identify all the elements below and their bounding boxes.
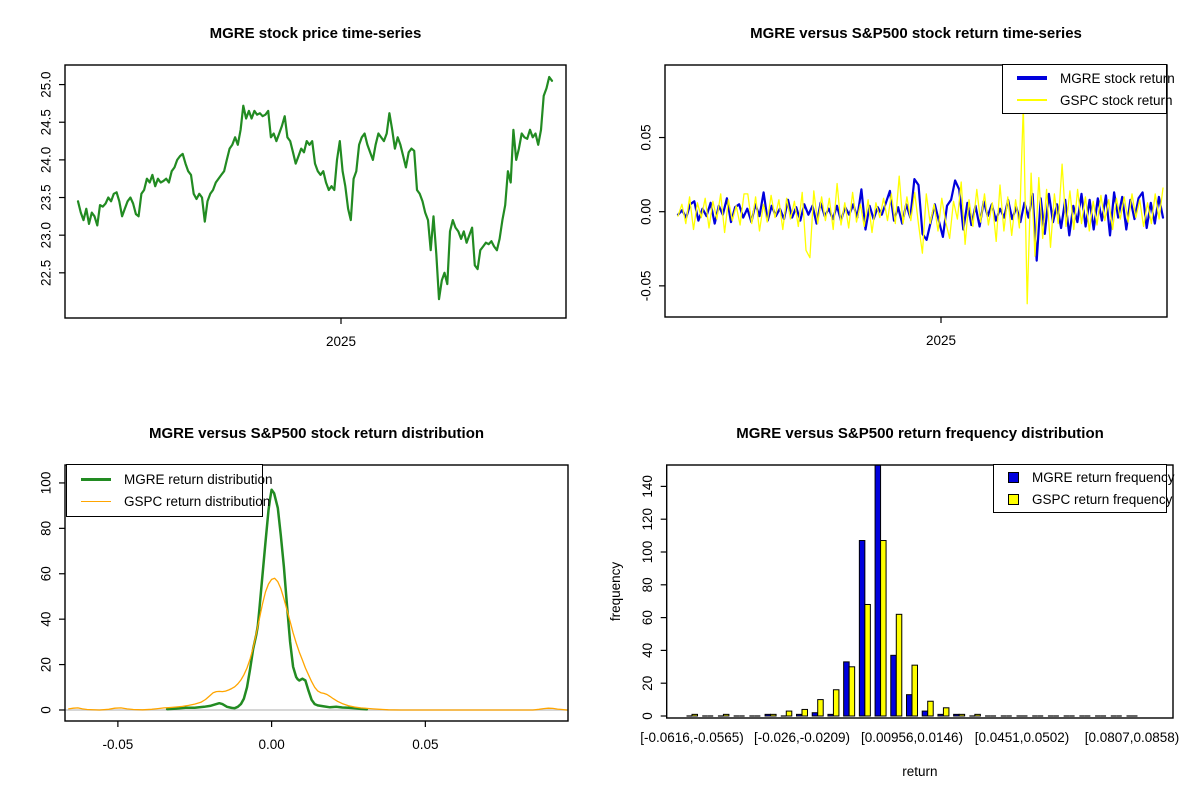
return-frequency-plot: [-0.0616,-0.0565) [-0.026,-0.0209) [0.0095…	[608, 464, 1180, 779]
svg-text:100: 100	[640, 541, 655, 564]
svg-text:80: 80	[640, 577, 655, 592]
returns-legend: MGRE stock return GSPC stock return	[1002, 64, 1175, 114]
svg-text:40: 40	[39, 612, 54, 627]
svg-text:60: 60	[39, 566, 54, 581]
density-chart-title: MGRE versus S&P500 stock return distribu…	[148, 425, 485, 442]
histogram-legend: MGRE return frequency GSPC return freque…	[993, 464, 1175, 513]
svg-text:22.5: 22.5	[39, 260, 54, 286]
svg-text:2025: 2025	[326, 334, 356, 349]
svg-text:0.05: 0.05	[412, 737, 438, 752]
legend-item-mgre-distribution: MGRE return distribution	[81, 471, 273, 489]
svg-text:[0.0807,0.0858): [0.0807,0.0858)	[1085, 730, 1180, 745]
legend-item-gspc-return: GSPC stock return	[1017, 91, 1173, 109]
svg-text:25.0: 25.0	[39, 71, 54, 97]
svg-text:0.05: 0.05	[639, 124, 654, 150]
legend-item-gspc-frequency: GSPC return frequency	[1008, 491, 1172, 509]
svg-text:24.0: 24.0	[39, 147, 54, 173]
svg-text:20: 20	[640, 676, 655, 691]
svg-text:24.5: 24.5	[39, 109, 54, 135]
returns-timeseries-plot: 2025 -0.05 0.00 0.05	[639, 64, 1168, 348]
svg-text:frequency: frequency	[608, 562, 623, 622]
mgre-frequency-box-swatch	[1008, 472, 1019, 484]
svg-text:120: 120	[640, 508, 655, 531]
return-distribution-plot: -0.05 0.00 0.05 0 20 40 60 80 100	[39, 464, 569, 752]
svg-text:20: 20	[39, 657, 54, 672]
mgre-distribution-line-swatch	[81, 477, 111, 482]
svg-text:0.00: 0.00	[258, 737, 284, 752]
legend-label: MGRE return frequency	[1032, 470, 1175, 486]
density-legend: MGRE return distribution GSPC return dis…	[66, 464, 273, 517]
gspc-distribution-line-swatch	[81, 500, 111, 503]
svg-text:[-0.0616,-0.0565): [-0.0616,-0.0565)	[640, 730, 744, 745]
gspc-return-line-swatch	[1017, 99, 1047, 101]
legend-label: GSPC return distribution	[124, 494, 271, 509]
legend-label: GSPC stock return	[1060, 92, 1173, 108]
legend-label: MGRE return distribution	[124, 472, 273, 487]
svg-text:0.00: 0.00	[639, 199, 654, 225]
svg-text:0: 0	[39, 706, 54, 714]
gspc-frequency-box-swatch	[1008, 493, 1019, 505]
svg-text:60: 60	[640, 610, 655, 625]
histogram-chart-title: MGRE versus S&P500 return frequency dist…	[736, 425, 1104, 442]
svg-text:-0.05: -0.05	[639, 270, 654, 301]
svg-text:return: return	[902, 764, 937, 779]
svg-text:0: 0	[640, 712, 655, 720]
mgre-return-line-swatch	[1017, 76, 1047, 80]
svg-text:140: 140	[640, 475, 655, 498]
legend-label: MGRE stock return	[1060, 70, 1175, 86]
legend-item-mgre-return: MGRE stock return	[1017, 69, 1175, 87]
svg-text:[-0.026,-0.0209): [-0.026,-0.0209)	[754, 730, 850, 745]
price-chart-title: MGRE stock price time-series	[209, 25, 422, 42]
legend-label: GSPC return frequency	[1032, 491, 1173, 507]
svg-text:23.5: 23.5	[39, 184, 54, 210]
returns-chart-title: MGRE versus S&P500 stock return time-ser…	[750, 25, 1082, 42]
legend-item-gspc-distribution: GSPC return distribution	[81, 493, 270, 511]
svg-text:80: 80	[39, 521, 54, 536]
svg-text:[0.00956,0.0146): [0.00956,0.0146)	[861, 730, 963, 745]
svg-text:2025: 2025	[926, 333, 956, 348]
svg-text:23.0: 23.0	[39, 222, 54, 248]
svg-text:[0.0451,0.0502): [0.0451,0.0502)	[975, 730, 1070, 745]
svg-text:-0.05: -0.05	[102, 737, 133, 752]
svg-text:100: 100	[39, 472, 54, 495]
price-timeseries-plot: 2025 22.5 23.0 23.5 24.0 24.5 25.0	[39, 64, 567, 349]
svg-text:40: 40	[640, 643, 655, 658]
legend-item-mgre-frequency: MGRE return frequency	[1008, 469, 1175, 487]
